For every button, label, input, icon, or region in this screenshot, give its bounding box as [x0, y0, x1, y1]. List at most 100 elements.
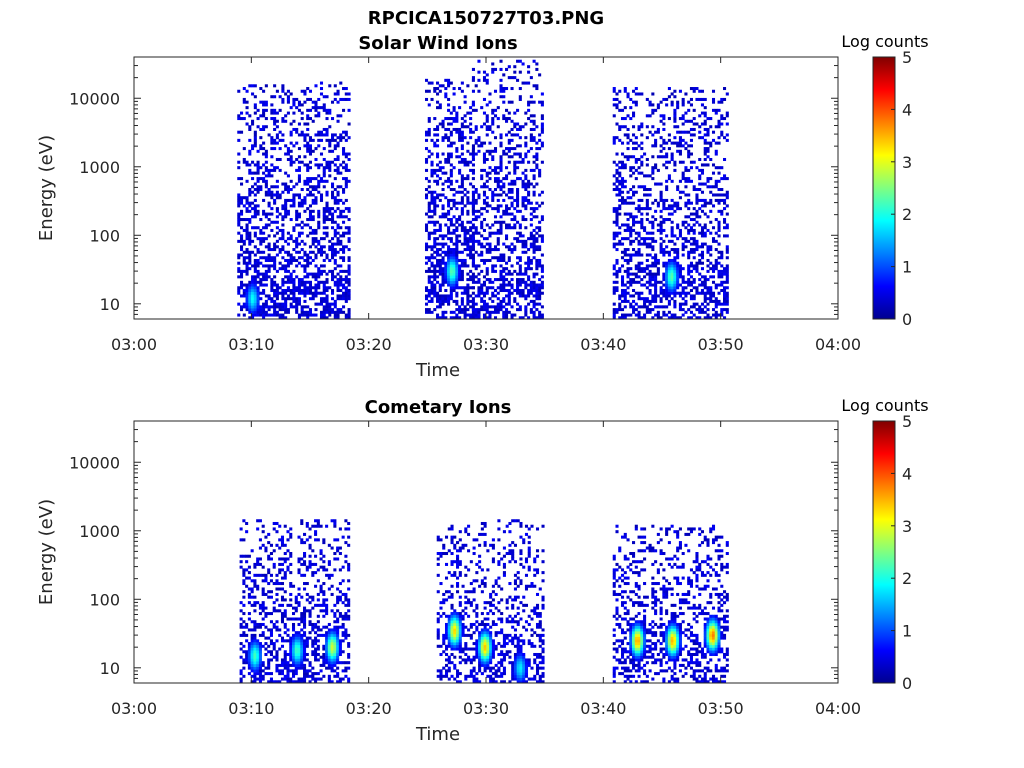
heatmap-cell: [493, 215, 498, 219]
heatmap-cell: [527, 316, 531, 320]
heatmap-cell: [427, 133, 431, 137]
heatmap-cell: [637, 242, 641, 246]
heatmap-cell: [305, 644, 309, 648]
heatmap-cell: [344, 226, 348, 230]
heatmap-cell: [314, 239, 318, 243]
heatmap-cell: [449, 231, 453, 235]
heatmap-cell: [297, 283, 301, 287]
heatmap-cell: [695, 193, 699, 197]
heatmap-cell: [308, 138, 312, 142]
heatmap-cell: [510, 286, 514, 290]
heatmap-cell: [532, 122, 536, 126]
heatmap-cell: [319, 302, 324, 306]
heatmap-cell: [502, 177, 506, 181]
heatmap-cell: [314, 245, 318, 249]
heatmap-cell: [303, 196, 307, 200]
heatmap-cell: [270, 163, 274, 167]
heatmap-cell: [256, 272, 260, 276]
heatmap-cell: [648, 299, 652, 303]
heatmap-cell: [482, 305, 487, 309]
heatmap-cell: [283, 650, 287, 654]
heatmap-cell: [344, 166, 348, 170]
heatmap-cell: [269, 620, 273, 624]
heatmap-cell: [463, 100, 467, 104]
heatmap-cell: [499, 185, 503, 189]
heatmap-cell: [314, 201, 318, 205]
heatmap-cell: [295, 245, 299, 249]
heatmap-cell: [303, 672, 307, 676]
heatmap-cell: [262, 291, 266, 295]
heatmap-cell: [427, 201, 431, 205]
heatmap-cell: [471, 239, 475, 243]
heatmap-cell: [273, 111, 277, 115]
heatmap-cell: [264, 155, 268, 159]
heatmap-cell: [297, 642, 301, 646]
heatmap-cell: [286, 538, 290, 542]
heatmap-cell: [463, 119, 467, 123]
heatmap-cell: [297, 160, 301, 164]
heatmap-cell: [540, 316, 544, 320]
heatmap-cell: [460, 136, 464, 140]
heatmap-cell: [427, 209, 431, 213]
heatmap-cell: [283, 661, 287, 665]
heatmap-cell: [670, 297, 674, 301]
heatmap-cell: [289, 92, 293, 96]
heatmap-cell: [493, 114, 498, 118]
heatmap-cell: [308, 117, 312, 121]
heatmap-cell: [532, 228, 536, 232]
heatmap-cell: [700, 168, 705, 172]
heatmap-cell: [297, 223, 301, 227]
heatmap-cell: [253, 138, 257, 142]
heatmap-cell: [640, 283, 644, 287]
heatmap-cell: [308, 310, 312, 314]
heatmap-cell: [262, 250, 266, 254]
heatmap-cell: [303, 622, 307, 626]
heatmap-cell: [331, 308, 335, 312]
heatmap-cell: [620, 316, 625, 320]
heatmap-cell: [245, 160, 249, 164]
heatmap-cell: [284, 264, 288, 268]
heatmap-cell: [510, 147, 514, 151]
heatmap-cell: [286, 308, 290, 312]
heatmap-cell: [308, 256, 312, 260]
heatmap-cell: [452, 188, 456, 192]
heatmap-cell: [317, 286, 321, 290]
heatmap-cell: [703, 152, 707, 156]
heatmap-cell: [322, 127, 326, 131]
heatmap-cell: [477, 136, 481, 140]
heatmap-cell: [284, 188, 288, 192]
heatmap-cell: [516, 280, 520, 284]
heatmap-cell: [328, 144, 332, 148]
heatmap-cell: [637, 127, 641, 131]
heatmap-cell: [684, 177, 688, 181]
heatmap-cell: [292, 226, 296, 230]
heatmap-cell: [248, 218, 252, 222]
heatmap-cell: [703, 119, 707, 123]
heatmap-cell: [673, 278, 677, 282]
heatmap-cell: [308, 272, 312, 276]
heatmap-cell: [466, 245, 470, 249]
heatmap-cell: [240, 198, 244, 202]
heatmap-cell: [325, 231, 329, 235]
heatmap-cell: [317, 220, 321, 224]
heatmap-cell: [496, 207, 500, 211]
heatmap-cell: [540, 141, 544, 145]
heatmap-cell: [256, 562, 260, 566]
heatmap-cell: [516, 59, 520, 63]
heatmap-cell: [242, 571, 246, 575]
heatmap-cell: [253, 658, 257, 662]
heatmap-cell: [452, 288, 456, 293]
heatmap-cell: [311, 313, 315, 317]
heatmap-cell: [239, 622, 243, 626]
heatmap-cell: [447, 179, 451, 183]
heatmap-cell: [643, 283, 647, 287]
heatmap-cell: [706, 297, 710, 301]
heatmap-cell: [339, 138, 343, 142]
heatmap-cell: [289, 598, 293, 602]
heatmap-cell: [328, 286, 332, 290]
heatmap-cell: [637, 209, 641, 213]
heatmap-cell: [325, 207, 329, 211]
heatmap-cell: [524, 286, 528, 290]
heatmap-cell: [322, 288, 326, 293]
heatmap-cell: [267, 666, 271, 670]
